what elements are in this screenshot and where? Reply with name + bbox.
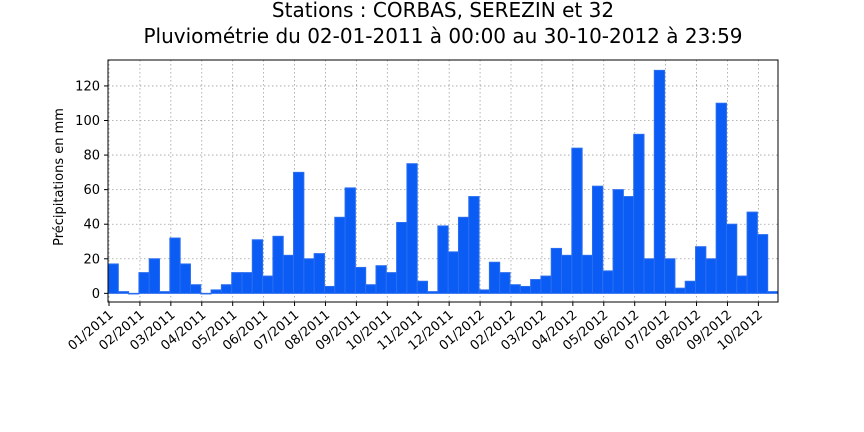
bar — [602, 270, 614, 294]
bar — [540, 275, 552, 294]
y-tick-label: 100 — [75, 114, 100, 129]
bar — [581, 254, 593, 294]
bar — [746, 211, 758, 294]
chart-title: Stations : CORBAS, SEREZIN et 32 — [272, 0, 614, 22]
bar — [303, 258, 315, 294]
bar — [488, 261, 501, 294]
bar — [478, 289, 490, 294]
bar — [406, 163, 418, 294]
bar — [231, 272, 243, 294]
bar — [107, 263, 119, 294]
bar — [354, 266, 367, 294]
bar — [509, 284, 521, 294]
bar — [396, 221, 408, 294]
bar — [756, 234, 769, 294]
bar — [416, 280, 429, 294]
bar — [561, 254, 573, 294]
bar — [179, 263, 191, 294]
bar — [519, 285, 532, 294]
bar — [365, 284, 377, 294]
bar — [447, 251, 459, 294]
bar — [664, 258, 676, 294]
bar — [767, 291, 779, 294]
bar — [385, 272, 398, 294]
bar — [633, 133, 645, 294]
bar — [251, 239, 264, 294]
y-axis-label: Précipitations en mm — [52, 108, 67, 246]
bar — [323, 285, 336, 294]
bar — [128, 292, 140, 295]
bars-layer — [107, 69, 779, 295]
bar — [571, 147, 583, 294]
y-tick-label: 80 — [83, 149, 100, 164]
bar — [210, 289, 222, 294]
bar — [715, 102, 727, 294]
bar — [622, 196, 635, 294]
y-tick-label: 60 — [83, 183, 100, 198]
bar — [643, 258, 655, 294]
y-tick-label: 40 — [83, 218, 100, 233]
chart-subtitle: Pluviométrie du 02-01-2011 à 00:00 au 30… — [143, 24, 742, 48]
bar — [334, 216, 346, 294]
bar — [457, 216, 470, 294]
bar — [437, 225, 449, 294]
bar — [169, 237, 181, 294]
bar — [117, 291, 130, 294]
bar — [159, 291, 171, 294]
bar — [272, 235, 284, 294]
y-tick-label: 20 — [83, 252, 100, 267]
bar — [695, 246, 707, 294]
bar — [427, 291, 439, 294]
bar — [530, 279, 542, 294]
bar — [293, 171, 305, 294]
y-tick-label: 120 — [75, 79, 100, 94]
bar — [313, 253, 325, 294]
y-tick-label: 0 — [92, 287, 100, 302]
bar — [612, 189, 624, 294]
bar — [736, 275, 748, 294]
bar — [138, 272, 150, 294]
bar — [241, 272, 253, 294]
bar — [282, 254, 295, 294]
axes-layer — [104, 59, 779, 306]
bar — [653, 69, 666, 294]
bar — [344, 187, 356, 294]
bar — [674, 287, 686, 294]
bar — [189, 284, 202, 294]
bar — [705, 258, 717, 294]
bar — [200, 292, 212, 295]
bar — [468, 196, 480, 294]
bar — [684, 280, 697, 294]
bar — [148, 258, 161, 294]
bar — [375, 265, 387, 294]
bar — [499, 272, 511, 294]
bar — [220, 284, 233, 294]
bar — [591, 185, 604, 294]
bar — [725, 223, 738, 294]
plot-frame — [107, 59, 779, 303]
bar — [262, 275, 274, 294]
bar — [550, 247, 563, 294]
